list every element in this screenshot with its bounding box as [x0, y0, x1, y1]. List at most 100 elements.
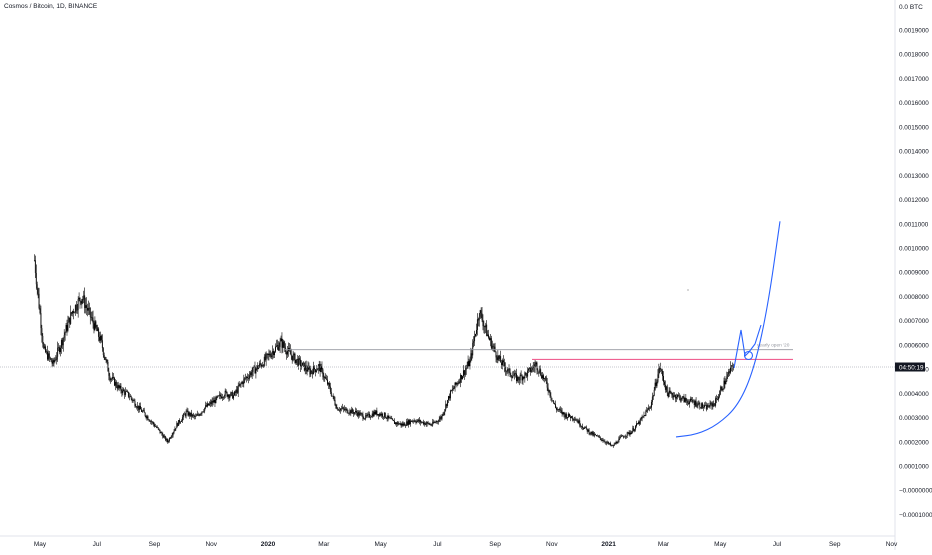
candle-body — [625, 435, 627, 437]
candle-body — [583, 427, 585, 429]
candle-body — [503, 362, 505, 368]
candle-body — [96, 327, 98, 332]
candle-body — [264, 356, 266, 361]
candle-body — [202, 411, 204, 413]
candle-body — [272, 351, 274, 354]
candle-body — [732, 367, 734, 368]
candle-body — [412, 421, 414, 422]
candle-body — [638, 421, 640, 424]
candle-body — [535, 362, 537, 365]
candle-body — [519, 374, 521, 381]
candle-body — [642, 416, 644, 418]
candle-body — [101, 340, 103, 349]
candle-body — [348, 413, 350, 414]
candle-body — [686, 400, 688, 402]
candle-body — [464, 369, 466, 375]
candle-body — [350, 410, 352, 414]
candle-body — [441, 414, 443, 419]
candle-body — [148, 419, 150, 421]
candle-body — [174, 428, 176, 432]
candle-body — [498, 355, 500, 359]
candle-body — [85, 305, 87, 308]
candle-body — [220, 394, 221, 397]
candle-body — [671, 392, 673, 396]
candle-body — [50, 358, 52, 362]
candle-body — [149, 420, 151, 422]
candle-body — [716, 398, 718, 400]
candle-body — [265, 354, 267, 361]
candle-body — [91, 317, 93, 319]
candle-body — [226, 392, 228, 397]
candle-body — [616, 441, 618, 444]
candle-body — [485, 324, 487, 328]
candle-body — [341, 407, 343, 409]
candle-body — [674, 394, 676, 396]
candle-body — [702, 403, 704, 408]
candle-body — [462, 370, 464, 377]
candle-body — [443, 412, 445, 415]
candle-body — [670, 392, 672, 394]
candle-body — [194, 415, 195, 417]
candle-body — [152, 422, 154, 423]
candle-body — [696, 405, 698, 407]
candle-body — [530, 370, 532, 372]
candle-body — [51, 361, 53, 364]
candle-body — [367, 414, 369, 416]
candle-body — [637, 423, 638, 425]
candle-body — [652, 395, 654, 397]
candle-body — [173, 431, 175, 433]
candle-body — [329, 386, 331, 392]
candle-body — [413, 420, 415, 422]
time-tick-label: May — [374, 541, 387, 548]
candle-body — [489, 337, 490, 341]
candle-body — [305, 365, 307, 370]
candle-body — [110, 378, 112, 381]
candle-body — [197, 414, 199, 415]
candle-body — [482, 320, 484, 327]
candle-body — [124, 391, 126, 395]
candle-body — [221, 397, 223, 399]
candle-body — [45, 346, 47, 353]
candle-body — [422, 421, 424, 425]
candle-body — [474, 336, 476, 342]
candle-body — [280, 338, 282, 342]
candle-body — [324, 376, 326, 379]
candle-body — [729, 371, 731, 373]
candle-body — [698, 403, 700, 404]
candle-body — [583, 427, 584, 429]
candle-body — [622, 435, 624, 437]
candle-body — [559, 408, 561, 411]
candle-body — [723, 380, 725, 390]
candle-body — [721, 386, 723, 391]
price-tick-label: 0.0014000 — [899, 149, 929, 156]
candle-body — [576, 420, 578, 422]
candle-body — [126, 391, 127, 392]
candle-body — [295, 359, 297, 363]
candle-body — [47, 353, 49, 360]
candle-body — [64, 332, 66, 336]
candle-body — [207, 403, 208, 407]
candle-body — [713, 403, 715, 405]
candle-body — [524, 372, 526, 379]
candle-body — [308, 366, 310, 369]
candle-body — [588, 429, 590, 434]
candle-body — [40, 313, 42, 329]
candle-body — [604, 441, 606, 443]
candle-body — [423, 422, 425, 425]
candle-body — [500, 356, 502, 363]
candle-body — [116, 386, 118, 389]
candle-body — [397, 422, 399, 425]
candle-body — [398, 423, 400, 425]
candle-body — [448, 396, 449, 401]
candle-body — [707, 405, 709, 408]
candle-body — [694, 400, 696, 405]
candle-body — [63, 335, 65, 339]
candle-body — [35, 273, 37, 285]
candle-body — [248, 378, 249, 379]
candle-body — [365, 415, 367, 419]
candle-body — [435, 421, 437, 423]
candle-body — [38, 293, 40, 309]
candle-body — [136, 407, 138, 408]
